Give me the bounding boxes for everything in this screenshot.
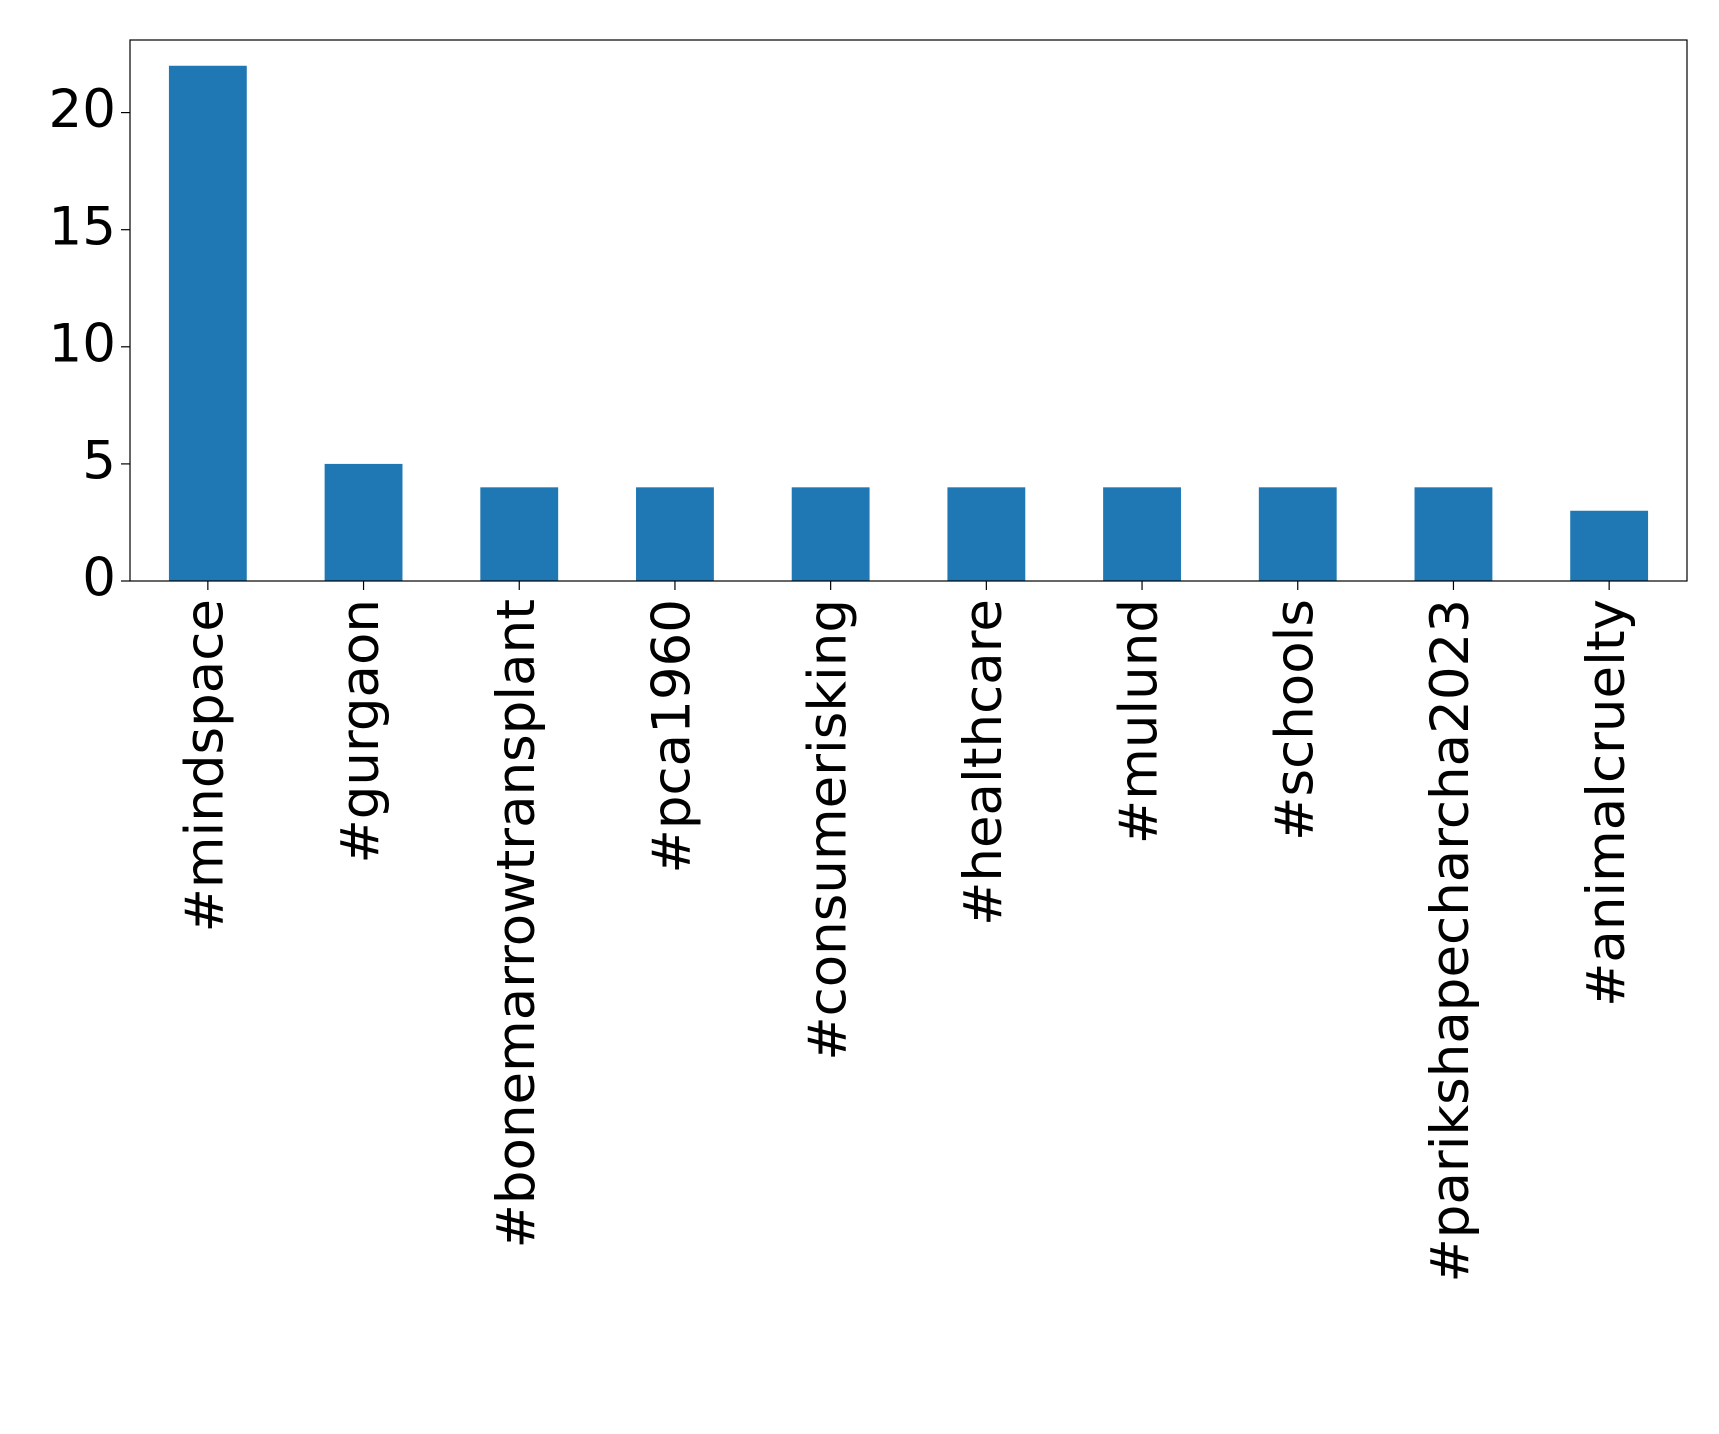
y-tick-label: 15 xyxy=(49,196,116,257)
x-tick-label: #gurgaon xyxy=(330,599,391,864)
x-tick-label: #consumerisking xyxy=(797,599,858,1061)
x-tick-label: #pca1960 xyxy=(642,599,703,874)
y-tick-label: 5 xyxy=(82,431,116,492)
y-tick-label: 20 xyxy=(49,79,116,140)
bar xyxy=(324,463,403,581)
x-tick-label: #schools xyxy=(1264,599,1325,841)
x-tick-label: #mulund xyxy=(1109,599,1170,844)
x-tick-label: #mindspace xyxy=(174,599,235,932)
x-tick-label: #healthcare xyxy=(953,599,1014,926)
bar xyxy=(1570,510,1649,581)
bar xyxy=(1414,487,1493,581)
x-tick-label: #parikshapecharcha2023 xyxy=(1420,599,1481,1283)
bar xyxy=(1103,487,1181,581)
bar xyxy=(480,487,559,581)
x-tick-label: #animalcruelty xyxy=(1576,599,1637,1007)
plot-frame xyxy=(129,39,1688,582)
bar xyxy=(1258,487,1337,581)
x-tick-label: #bonemarrowtransplant xyxy=(486,599,547,1249)
y-tick-label: 10 xyxy=(49,313,116,374)
bar xyxy=(947,487,1026,581)
bar xyxy=(168,65,247,581)
bar xyxy=(636,487,714,581)
y-tick-label: 0 xyxy=(82,548,116,609)
bar xyxy=(791,487,870,581)
